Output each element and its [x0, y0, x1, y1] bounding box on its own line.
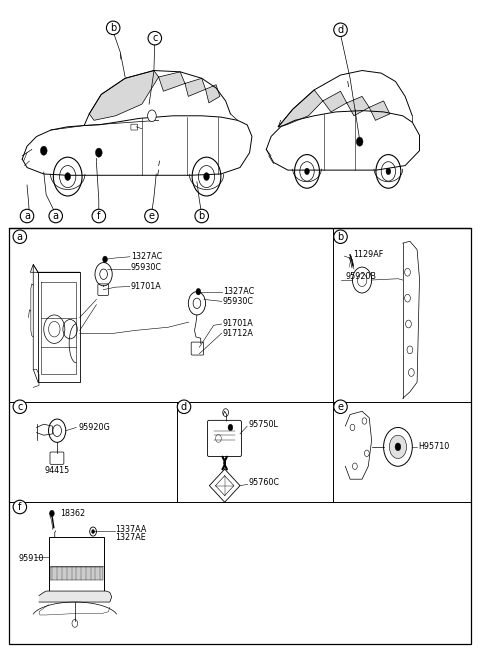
Text: 94415: 94415 [45, 466, 70, 474]
Text: H95710: H95710 [418, 443, 449, 452]
Polygon shape [369, 101, 390, 121]
Text: b: b [110, 23, 116, 33]
Text: b: b [337, 232, 344, 242]
Text: 95760C: 95760C [249, 478, 280, 487]
Circle shape [148, 110, 156, 122]
Text: c: c [17, 402, 23, 411]
Text: f: f [97, 211, 100, 221]
Circle shape [228, 424, 233, 431]
Text: c: c [152, 33, 157, 43]
Circle shape [204, 173, 209, 180]
Text: 1129AF: 1129AF [353, 250, 384, 259]
Circle shape [356, 137, 363, 146]
Text: 95910: 95910 [19, 553, 44, 562]
Circle shape [49, 510, 54, 516]
FancyBboxPatch shape [191, 342, 204, 355]
Bar [9, 228, 471, 644]
Text: 91712A: 91712A [223, 329, 253, 338]
Circle shape [103, 256, 108, 262]
FancyBboxPatch shape [207, 421, 241, 457]
Text: d: d [181, 402, 187, 411]
Text: f: f [18, 502, 22, 512]
Text: a: a [53, 211, 59, 221]
Polygon shape [323, 91, 347, 112]
Text: 1327AE: 1327AE [116, 533, 146, 542]
FancyBboxPatch shape [131, 124, 138, 130]
Text: b: b [199, 211, 205, 221]
Text: 1337AA: 1337AA [116, 525, 147, 534]
Polygon shape [347, 97, 369, 116]
Text: 18362: 18362 [60, 509, 85, 518]
Text: e: e [148, 211, 155, 221]
Polygon shape [278, 90, 323, 127]
Text: 91701A: 91701A [223, 319, 253, 329]
Text: 95920B: 95920B [345, 272, 376, 281]
Polygon shape [205, 85, 220, 103]
Polygon shape [39, 591, 112, 602]
Text: 95750L: 95750L [249, 421, 278, 430]
Text: 95920G: 95920G [78, 423, 110, 432]
Circle shape [386, 168, 391, 174]
Circle shape [92, 529, 95, 533]
Polygon shape [158, 72, 185, 91]
Polygon shape [89, 71, 158, 121]
Text: e: e [337, 402, 344, 411]
Text: 91701A: 91701A [131, 282, 162, 291]
Text: a: a [24, 211, 30, 221]
FancyBboxPatch shape [50, 452, 64, 465]
Circle shape [389, 435, 407, 459]
Text: 1327AC: 1327AC [223, 287, 254, 296]
Bar [48, 537, 104, 592]
Circle shape [196, 288, 201, 295]
Text: 95930C: 95930C [131, 263, 162, 272]
Circle shape [395, 443, 401, 451]
Circle shape [65, 173, 71, 180]
Text: 1327AC: 1327AC [131, 252, 162, 261]
Circle shape [305, 168, 310, 174]
Text: a: a [17, 232, 23, 242]
Circle shape [96, 148, 102, 157]
Circle shape [40, 146, 47, 156]
FancyBboxPatch shape [98, 284, 108, 295]
Bar [49, 567, 103, 580]
Text: 95930C: 95930C [223, 297, 254, 306]
Text: d: d [337, 25, 344, 35]
Polygon shape [185, 78, 205, 97]
